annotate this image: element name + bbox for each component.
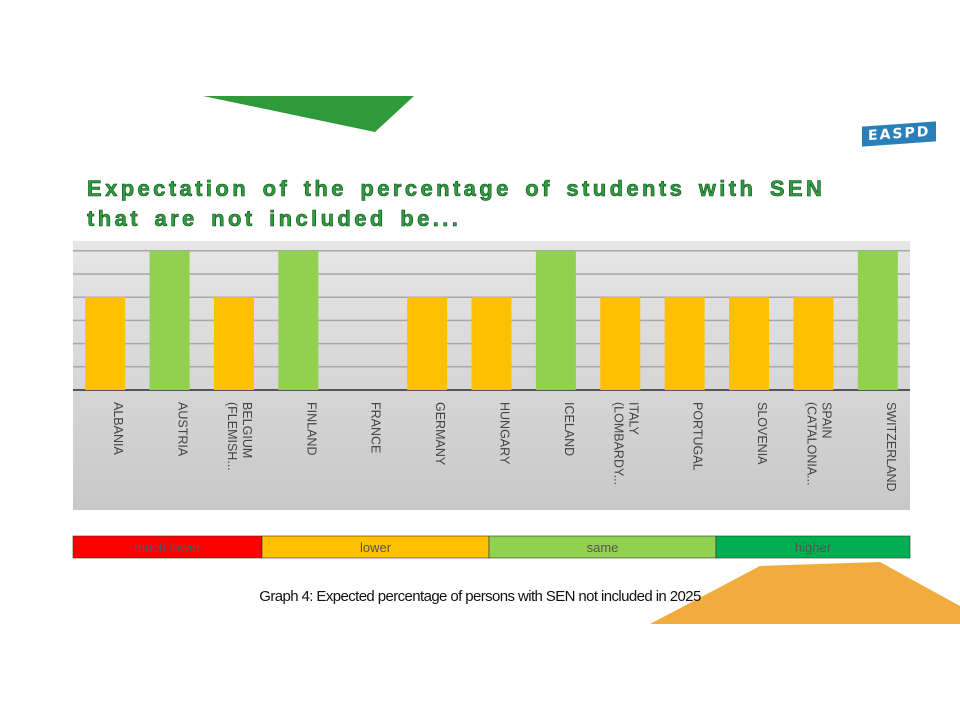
legend-swatch	[715, 535, 911, 559]
bar	[664, 297, 705, 390]
bar	[407, 297, 448, 390]
x-tick-label: ITALY (LOMBARDY...	[611, 402, 641, 486]
bar	[85, 297, 126, 390]
bar	[278, 250, 319, 390]
x-tick-label: BELGIUM (FLEMISH...	[224, 402, 254, 471]
x-tick-label: FINLAND	[304, 402, 319, 456]
legend-label: higher	[794, 540, 832, 555]
bar	[535, 250, 576, 390]
x-tick-label: SLOVENIA	[755, 402, 770, 465]
bar	[729, 297, 770, 390]
bar	[793, 297, 834, 390]
x-tick-label: AUSTRIA	[175, 402, 190, 457]
bar	[600, 297, 641, 390]
decor-triangle	[203, 96, 414, 132]
x-tick-label: SWITZERLAND	[883, 402, 898, 492]
bar	[213, 297, 254, 390]
x-tick-label: ALBANIA	[111, 402, 126, 455]
x-tick-label: ICELAND	[561, 402, 576, 457]
x-tick-label: FRANCE	[368, 402, 383, 454]
x-tick-label: GERMANY	[433, 402, 448, 466]
x-tick-label: HUNGARY	[497, 402, 512, 465]
decor-shape	[650, 562, 960, 624]
legend-label: same	[586, 540, 619, 555]
bar	[149, 250, 190, 390]
bar	[471, 297, 512, 390]
x-tick-label: SPAIN (CATALONIA...	[804, 402, 834, 486]
chart-title: Expectation of the percentage of student…	[87, 176, 826, 232]
caption: Graph 4: Expected percentage of persons …	[259, 588, 701, 605]
bar	[857, 250, 898, 390]
legend-label: much lower	[134, 540, 201, 555]
legend-label: lower	[359, 540, 392, 555]
x-tick-label: PORTUGAL	[690, 402, 705, 471]
